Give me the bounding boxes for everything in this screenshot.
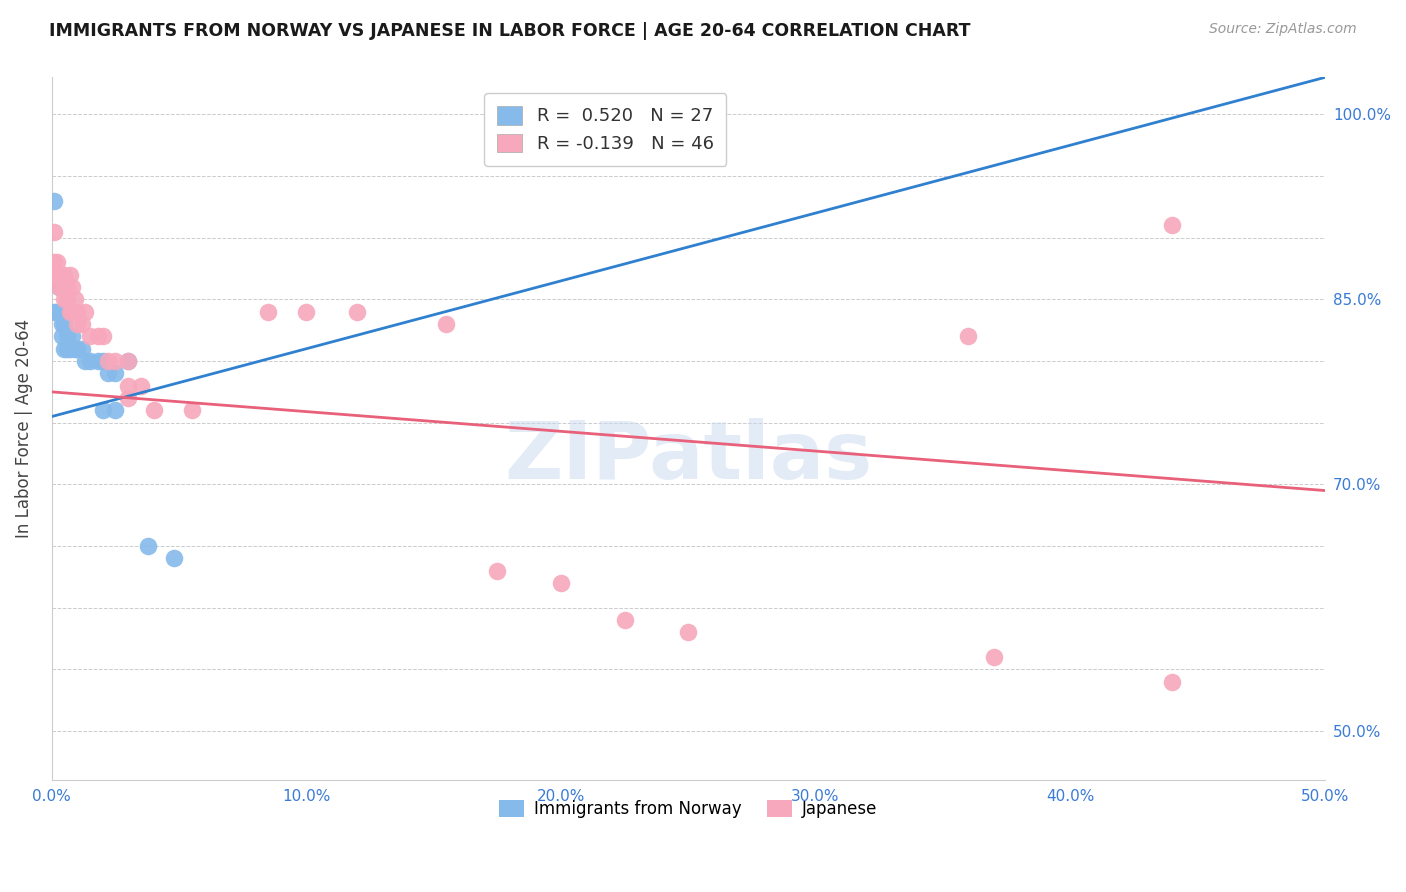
Point [613,613,636,627]
Point [58,342,80,356]
Point [60,304,83,318]
Point [58,268,80,282]
Point [53,293,76,307]
Point [257,304,280,318]
Point [66,342,89,356]
Point [53,342,76,356]
Y-axis label: In Labor Force | Age 20-64: In Labor Force | Age 20-64 [15,319,32,539]
Point [86,354,108,368]
Point [63,293,86,307]
Point [104,403,127,417]
Point [72,317,94,331]
Point [97,367,120,381]
Point [1161,674,1184,689]
Point [129,378,152,392]
Point [48,280,70,294]
Point [73,304,96,318]
Point [45,255,67,269]
Point [104,367,127,381]
Point [58,304,80,318]
Point [48,304,70,318]
Point [104,354,127,368]
Point [117,391,139,405]
Point [48,268,70,282]
Point [45,268,67,282]
Point [983,650,1005,665]
Point [51,329,73,343]
Point [53,268,76,282]
Point [138,539,160,553]
Point [44,255,66,269]
Point [66,304,89,318]
Text: IMMIGRANTS FROM NORWAY VS JAPANESE IN LABOR FORCE | AGE 20-64 CORRELATION CHART: IMMIGRANTS FROM NORWAY VS JAPANESE IN LA… [49,22,970,40]
Point [91,403,114,417]
Point [91,354,114,368]
Point [676,625,699,640]
Point [56,342,79,356]
Point [295,304,318,318]
Point [63,342,86,356]
Point [60,280,83,294]
Point [91,329,114,343]
Point [44,304,66,318]
Point [346,304,368,318]
Legend: Immigrants from Norway, Japanese: Immigrants from Norway, Japanese [492,793,884,825]
Point [486,564,509,578]
Point [163,551,186,566]
Point [86,329,108,343]
Point [79,329,101,343]
Point [45,304,67,318]
Point [44,268,66,282]
Point [117,378,139,392]
Point [51,268,73,282]
Point [56,293,79,307]
Point [48,280,70,294]
Point [79,354,101,368]
Text: Source: ZipAtlas.com: Source: ZipAtlas.com [1209,22,1357,37]
Point [434,317,457,331]
Point [1161,219,1184,233]
Point [97,354,120,368]
Point [73,354,96,368]
Point [72,342,94,356]
Point [53,280,76,294]
Point [56,280,79,294]
Point [550,576,572,591]
Point [60,329,83,343]
Point [117,354,139,368]
Point [56,329,79,343]
Point [142,403,165,417]
Point [51,280,73,294]
Point [44,194,66,208]
Point [66,317,89,331]
Point [44,225,66,239]
Point [51,317,73,331]
Point [117,354,139,368]
Point [180,403,202,417]
Point [53,317,76,331]
Point [957,329,980,343]
Text: ZIPatlas: ZIPatlas [505,418,872,496]
